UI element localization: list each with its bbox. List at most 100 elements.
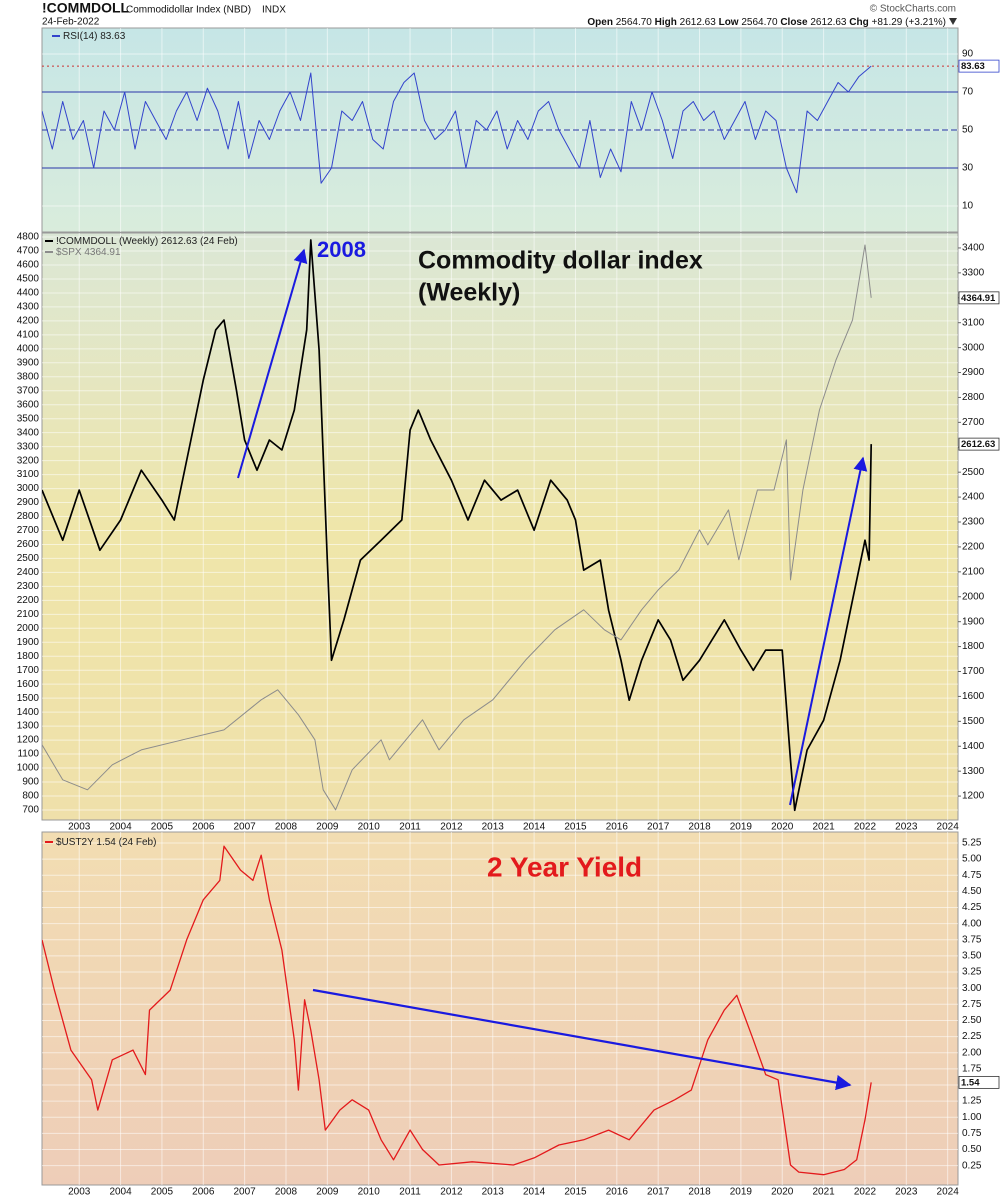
y-tick-label: 3500 xyxy=(17,413,40,424)
x-tick-label: 2006 xyxy=(192,822,215,833)
y-tick-label: 1.75 xyxy=(962,1063,982,1074)
x-tick-label: 2015 xyxy=(564,822,587,833)
y-tick-label: 3.00 xyxy=(962,983,982,994)
y-tick-label: 1400 xyxy=(17,707,40,718)
y-tick-label: 1100 xyxy=(17,749,39,760)
x-tick-label: 2023 xyxy=(895,1187,918,1198)
exchange: INDX xyxy=(262,5,286,16)
y-tick-label: 3000 xyxy=(17,483,40,494)
y-tick-label: 5.00 xyxy=(962,854,982,865)
y2-tick-label: 1500 xyxy=(962,716,985,727)
y-tick-label: 2700 xyxy=(17,525,40,536)
panel-clip xyxy=(42,239,873,812)
x-tick-label: 2007 xyxy=(234,822,257,833)
quote-value: 2564.70 xyxy=(741,17,778,28)
value-flag xyxy=(958,1075,1000,1089)
x-tick-label: 2014 xyxy=(523,822,546,833)
legend-name: RSI(14) xyxy=(63,31,97,42)
x-tick-label: 2018 xyxy=(688,1187,711,1198)
y2-tick-label: 2000 xyxy=(962,591,985,602)
x-tick-label: 2024 xyxy=(937,822,960,833)
y-tick-label: 3.75 xyxy=(962,934,982,945)
y-tick-label: 800 xyxy=(22,791,39,802)
y-tick-label: 2300 xyxy=(17,581,40,592)
annotation: 2 Year Yield xyxy=(487,851,642,882)
y-tick-label: 900 xyxy=(22,777,39,788)
x-tick-label: 2005 xyxy=(151,1187,174,1198)
legend-value: 1.54 xyxy=(96,837,116,848)
y-tick-label: 3100 xyxy=(17,469,40,480)
y-tick-label: 10 xyxy=(962,201,974,212)
y-tick-label: 2100 xyxy=(17,609,40,620)
y-tick-label: 1000 xyxy=(17,763,40,774)
y-tick-label: 4400 xyxy=(17,288,40,299)
y-tick-label: 700 xyxy=(22,805,39,816)
y-tick-label: 4700 xyxy=(17,246,40,257)
x-tick-label: 2013 xyxy=(482,1187,505,1198)
value-flag-label: 2612.63 xyxy=(961,439,995,450)
x-tick-label: 2004 xyxy=(109,1187,132,1198)
y-tick-label: 4200 xyxy=(17,316,40,327)
x-tick-label: 2020 xyxy=(771,822,794,833)
x-tick-label: 2012 xyxy=(440,822,463,833)
legend-name: $UST2Y xyxy=(56,837,94,848)
x-tick-label: 2019 xyxy=(730,822,753,833)
x-tick-label: 2004 xyxy=(109,822,132,833)
quote: Open 2564.70 High 2612.63 Low 2564.70 Cl… xyxy=(587,17,946,28)
yield-panel xyxy=(41,831,959,1186)
x-tick-label: 2017 xyxy=(647,822,670,833)
series-line xyxy=(42,65,872,194)
x-tick-label: 2008 xyxy=(275,822,298,833)
y-tick-label: 4.00 xyxy=(962,918,982,929)
y2-tick-label: 3400 xyxy=(962,243,985,254)
y2-tick-label: 2400 xyxy=(962,492,985,503)
quote-label: High xyxy=(655,17,677,28)
value-flag xyxy=(958,437,1000,451)
x-tick-label: 2008 xyxy=(275,1187,298,1198)
value-flag xyxy=(958,291,1000,305)
quote-value: 2612.63 xyxy=(810,17,847,28)
y-tick-label: 1500 xyxy=(17,693,40,704)
value-flag-label: 4364.91 xyxy=(961,293,996,304)
y-tick-label: 2500 xyxy=(17,553,40,564)
y2-tick-label: 3300 xyxy=(962,268,985,279)
y-tick-label: 3800 xyxy=(17,371,40,382)
legend-entry: !COMMDOLL (Weekly) 2612.63 (24 Feb) xyxy=(56,236,238,247)
quote-label: Close xyxy=(780,17,808,28)
y-tick-label: 4600 xyxy=(17,260,40,271)
legend-value: 2612.63 xyxy=(161,236,198,247)
y-tick-label: 0.25 xyxy=(962,1160,982,1171)
panel-clip xyxy=(42,845,872,1176)
y2-tick-label: 2800 xyxy=(962,392,985,403)
y-tick-label: 3700 xyxy=(17,385,40,396)
x-tick-label: 2013 xyxy=(482,822,505,833)
y-tick-label: 2.50 xyxy=(962,1015,982,1026)
y-tick-label: 2900 xyxy=(17,497,40,508)
x-tick-label: 2010 xyxy=(358,1187,381,1198)
y-tick-label: 3300 xyxy=(17,441,40,452)
legend-name: $SPX xyxy=(56,247,82,258)
y-tick-label: 5.25 xyxy=(962,838,982,849)
y2-tick-label: 2700 xyxy=(962,417,985,428)
y-tick-label: 4000 xyxy=(17,343,40,354)
x-tick-label: 2016 xyxy=(606,1187,629,1198)
x-tick-label: 2009 xyxy=(316,1187,339,1198)
y-tick-label: 2.25 xyxy=(962,1031,982,1042)
y-tick-label: 2200 xyxy=(17,595,40,606)
x-tick-label: 2019 xyxy=(730,1187,753,1198)
y-tick-label: 1700 xyxy=(17,665,40,676)
x-tick-label: 2005 xyxy=(151,822,174,833)
x-tick-label: 2022 xyxy=(854,822,877,833)
series-line xyxy=(42,845,872,1176)
y2-tick-label: 1200 xyxy=(962,791,985,802)
x-tick-label: 2003 xyxy=(68,1187,91,1198)
y-tick-label: 30 xyxy=(962,163,974,174)
y-tick-label: 1600 xyxy=(17,679,40,690)
x-tick-label: 2010 xyxy=(358,822,381,833)
y2-tick-label: 2900 xyxy=(962,367,985,378)
x-tick-label: 2021 xyxy=(812,1187,835,1198)
source: © StockCharts.com xyxy=(870,4,956,15)
